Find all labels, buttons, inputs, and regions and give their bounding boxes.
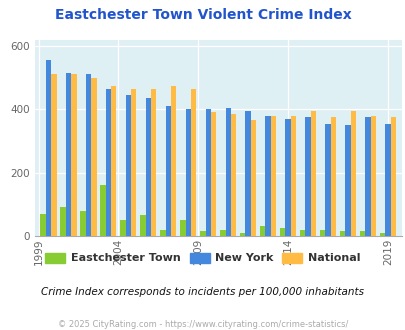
- Bar: [364, 117, 370, 236]
- Bar: [245, 111, 250, 236]
- Bar: [230, 114, 236, 236]
- Bar: [290, 115, 296, 236]
- Bar: [51, 75, 56, 236]
- Bar: [265, 115, 270, 236]
- Bar: [200, 231, 205, 236]
- Bar: [319, 230, 324, 236]
- Bar: [379, 233, 384, 236]
- Bar: [165, 106, 171, 236]
- Bar: [305, 117, 310, 236]
- Bar: [339, 231, 345, 236]
- Bar: [71, 75, 77, 236]
- Bar: [185, 109, 190, 236]
- Bar: [285, 119, 290, 236]
- Legend: Eastchester Town, New York, National: Eastchester Town, New York, National: [45, 253, 360, 263]
- Bar: [324, 123, 330, 236]
- Bar: [80, 211, 85, 236]
- Bar: [330, 117, 335, 236]
- Bar: [260, 226, 265, 236]
- Bar: [145, 98, 151, 236]
- Text: Crime Index corresponds to incidents per 100,000 inhabitants: Crime Index corresponds to incidents per…: [41, 287, 364, 297]
- Bar: [310, 111, 315, 236]
- Bar: [105, 89, 111, 236]
- Bar: [250, 120, 256, 236]
- Bar: [131, 89, 136, 236]
- Bar: [140, 215, 145, 236]
- Bar: [211, 113, 216, 236]
- Text: © 2025 CityRating.com - https://www.cityrating.com/crime-statistics/: © 2025 CityRating.com - https://www.city…: [58, 320, 347, 329]
- Bar: [390, 117, 395, 236]
- Bar: [126, 95, 131, 236]
- Bar: [91, 78, 96, 236]
- Bar: [299, 230, 305, 236]
- Bar: [180, 220, 185, 236]
- Bar: [239, 233, 245, 236]
- Bar: [220, 230, 225, 236]
- Bar: [190, 89, 196, 236]
- Bar: [151, 89, 156, 236]
- Text: Eastchester Town Violent Crime Index: Eastchester Town Violent Crime Index: [55, 8, 350, 22]
- Bar: [46, 60, 51, 236]
- Bar: [225, 108, 230, 236]
- Bar: [100, 185, 105, 236]
- Bar: [85, 75, 91, 236]
- Bar: [345, 125, 350, 236]
- Bar: [205, 109, 211, 236]
- Bar: [66, 73, 71, 236]
- Bar: [160, 230, 165, 236]
- Bar: [359, 231, 364, 236]
- Bar: [270, 115, 275, 236]
- Bar: [279, 228, 285, 236]
- Bar: [120, 220, 126, 236]
- Bar: [384, 123, 390, 236]
- Bar: [60, 208, 66, 236]
- Bar: [350, 111, 355, 236]
- Bar: [40, 214, 46, 236]
- Bar: [370, 115, 375, 236]
- Bar: [171, 85, 176, 236]
- Bar: [111, 85, 116, 236]
